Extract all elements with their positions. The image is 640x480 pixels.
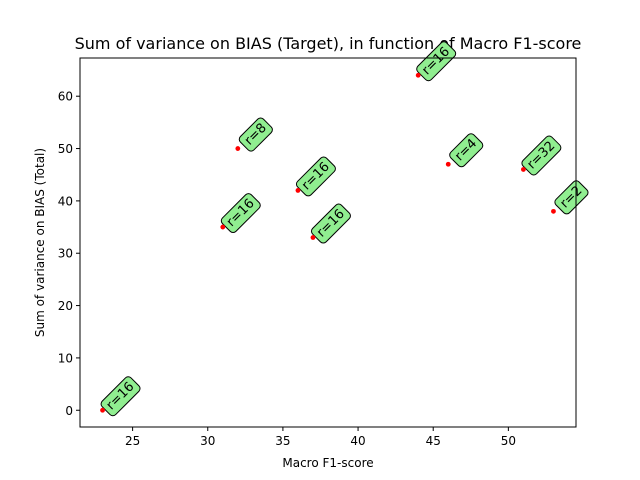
data-point [295, 188, 301, 193]
data-point [100, 407, 105, 413]
data-point [220, 224, 226, 230]
data-point [520, 167, 526, 172]
point-annotation: r=16 [100, 376, 141, 417]
data-point [310, 235, 316, 240]
data-point [551, 208, 556, 214]
y-axis-label: Sum of variance on BIAS (Total) [33, 148, 47, 337]
point-annotation: r=32 [521, 135, 562, 176]
x-tick-label: 45 [426, 434, 441, 448]
point-annotation: r=8 [238, 117, 273, 152]
data-point [445, 161, 451, 167]
y-tick-label: 50 [58, 142, 73, 156]
data-point [415, 72, 421, 78]
y-axis-ticks: 0 10 20 30 40 50 60 [58, 90, 80, 418]
y-tick-label: 0 [65, 404, 73, 418]
annotation-box [310, 203, 351, 244]
annotation-box [521, 135, 562, 176]
data-points [100, 72, 556, 413]
y-tick-label: 10 [58, 351, 73, 365]
y-tick-label: 20 [58, 299, 73, 313]
point-annotation: r=16 [310, 203, 351, 244]
point-annotation: r=16 [220, 193, 261, 234]
y-tick-label: 60 [58, 90, 73, 104]
annotation-box [449, 133, 484, 168]
annotation-box [295, 156, 336, 197]
point-annotation: r=16 [295, 156, 336, 197]
point-annotation: r=16 [416, 41, 457, 82]
x-tick-label: 40 [350, 434, 365, 448]
x-axis-label: Macro F1-score [282, 456, 373, 470]
chart-title: Sum of variance on BIAS (Target), in fun… [75, 34, 582, 53]
annotation-box [554, 180, 589, 215]
point-annotation: r=2 [554, 180, 589, 215]
annotation-box [238, 117, 273, 152]
data-point [235, 146, 241, 151]
y-tick-label: 30 [58, 247, 73, 261]
x-axis-ticks: 25 30 35 40 45 50 [125, 427, 516, 448]
annotation-box [100, 376, 141, 417]
y-tick-label: 40 [58, 194, 73, 208]
annotations: r=16 r=16 r=8 r=16 r=16 r=16 r=4 r=32 r=2 [100, 41, 589, 417]
point-annotation: r=4 [449, 133, 484, 168]
x-tick-label: 35 [275, 434, 290, 448]
x-tick-label: 30 [200, 434, 215, 448]
annotation-box [416, 41, 457, 82]
plot-area [79, 57, 577, 428]
annotation-box [220, 193, 261, 234]
x-tick-label: 50 [501, 434, 516, 448]
x-tick-label: 25 [125, 434, 140, 448]
